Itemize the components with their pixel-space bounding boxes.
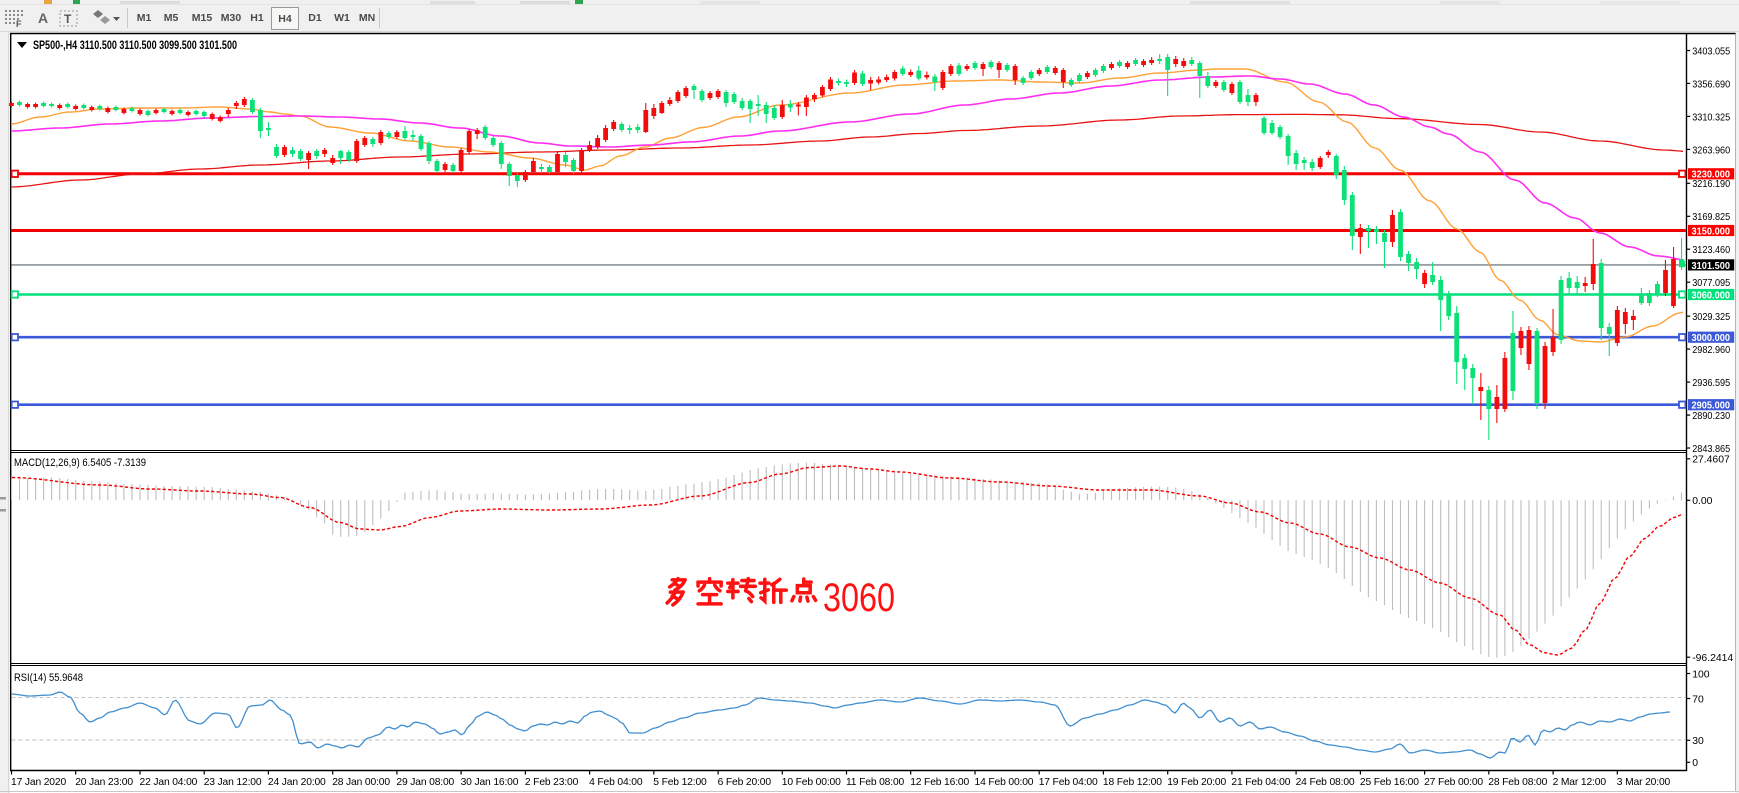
svg-text:2890.230: 2890.230 — [1692, 411, 1730, 422]
svg-text:F: F — [16, 19, 22, 29]
svg-text:-96.2414: -96.2414 — [1692, 653, 1733, 664]
svg-text:27 Feb 00:00: 27 Feb 00:00 — [1424, 777, 1483, 788]
svg-text:14 Feb 00:00: 14 Feb 00:00 — [975, 777, 1034, 788]
svg-text:3150.000: 3150.000 — [1692, 226, 1731, 237]
svg-text:3310.325: 3310.325 — [1692, 112, 1730, 123]
svg-text:3000.000: 3000.000 — [1692, 333, 1731, 344]
svg-text:3403.055: 3403.055 — [1692, 46, 1730, 57]
svg-text:21 Feb 04:00: 21 Feb 04:00 — [1231, 777, 1290, 788]
svg-text:70: 70 — [1692, 694, 1704, 705]
svg-text:3230.000: 3230.000 — [1692, 170, 1731, 181]
svg-text:3060: 3060 — [823, 576, 895, 620]
svg-text:30: 30 — [1692, 736, 1704, 747]
svg-text:6 Feb 20:00: 6 Feb 20:00 — [718, 777, 772, 788]
svg-text:3077.095: 3077.095 — [1692, 278, 1730, 289]
svg-text:20 Jan 23:00: 20 Jan 23:00 — [75, 777, 133, 788]
svg-text:MACD(12,26,9) 6.5405 -7.3139: MACD(12,26,9) 6.5405 -7.3139 — [14, 457, 146, 469]
svg-text:T: T — [64, 12, 72, 26]
svg-text:28 Feb 08:00: 28 Feb 08:00 — [1488, 777, 1547, 788]
svg-text:24 Jan 20:00: 24 Jan 20:00 — [268, 777, 326, 788]
svg-text:3101.500: 3101.500 — [1692, 261, 1731, 272]
svg-text:100: 100 — [1692, 669, 1710, 680]
svg-text:17 Jan 2020: 17 Jan 2020 — [11, 777, 66, 788]
svg-text:3169.825: 3169.825 — [1692, 212, 1730, 223]
svg-text:12 Feb 16:00: 12 Feb 16:00 — [910, 777, 969, 788]
svg-text:3029.325: 3029.325 — [1692, 312, 1730, 323]
svg-text:0.00: 0.00 — [1692, 496, 1712, 507]
svg-text:5 Feb 12:00: 5 Feb 12:00 — [653, 777, 707, 788]
svg-text:2 Feb 23:00: 2 Feb 23:00 — [525, 777, 579, 788]
svg-text:28 Jan 00:00: 28 Jan 00:00 — [332, 777, 390, 788]
svg-text:18 Feb 12:00: 18 Feb 12:00 — [1103, 777, 1162, 788]
svg-text:25 Feb 16:00: 25 Feb 16:00 — [1360, 777, 1419, 788]
svg-text:0: 0 — [1692, 758, 1698, 769]
svg-text:2 Mar 12:00: 2 Mar 12:00 — [1553, 777, 1607, 788]
svg-text:3356.690: 3356.690 — [1692, 79, 1730, 90]
svg-text:17 Feb 04:00: 17 Feb 04:00 — [1039, 777, 1098, 788]
svg-text:3216.190: 3216.190 — [1692, 179, 1730, 190]
svg-text:2982.960: 2982.960 — [1692, 345, 1730, 356]
svg-text:A: A — [38, 10, 48, 26]
svg-text:3123.460: 3123.460 — [1692, 245, 1730, 256]
svg-text:29 Jan 08:00: 29 Jan 08:00 — [396, 777, 454, 788]
svg-text:3060.000: 3060.000 — [1692, 290, 1731, 301]
svg-text:24 Feb 08:00: 24 Feb 08:00 — [1296, 777, 1355, 788]
svg-text:10 Feb 00:00: 10 Feb 00:00 — [782, 777, 841, 788]
svg-text:11 Feb 08:00: 11 Feb 08:00 — [846, 777, 905, 788]
svg-text:19 Feb 20:00: 19 Feb 20:00 — [1167, 777, 1226, 788]
svg-text:22 Jan 04:00: 22 Jan 04:00 — [140, 777, 198, 788]
svg-text:3 Mar 20:00: 3 Mar 20:00 — [1617, 777, 1671, 788]
svg-text:27.4607: 27.4607 — [1692, 455, 1730, 466]
svg-text:23 Jan 12:00: 23 Jan 12:00 — [204, 777, 262, 788]
svg-text:2843.865: 2843.865 — [1692, 444, 1730, 455]
svg-text:3263.960: 3263.960 — [1692, 145, 1730, 156]
svg-text:RSI(14) 55.9648: RSI(14) 55.9648 — [14, 672, 83, 684]
svg-text:2905.000: 2905.000 — [1692, 401, 1731, 412]
svg-text:30 Jan 16:00: 30 Jan 16:00 — [461, 777, 519, 788]
svg-text:SP500-,H4 3110.500 3110.500 3: SP500-,H4 3110.500 3110.500 3099.500 310… — [33, 39, 237, 52]
svg-text:4 Feb 04:00: 4 Feb 04:00 — [589, 777, 643, 788]
svg-text:2936.595: 2936.595 — [1692, 378, 1730, 389]
